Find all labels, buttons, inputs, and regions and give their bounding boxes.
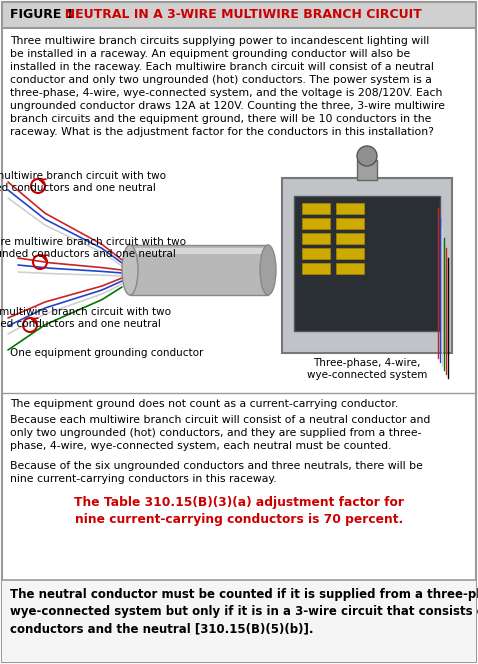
Text: The Table 310.15(B)(3)(a) adjustment factor for
nine current-carrying conductors: The Table 310.15(B)(3)(a) adjustment fac…: [74, 496, 404, 526]
FancyBboxPatch shape: [282, 178, 452, 353]
FancyBboxPatch shape: [2, 580, 476, 662]
FancyBboxPatch shape: [294, 196, 440, 331]
FancyBboxPatch shape: [302, 263, 330, 274]
FancyBboxPatch shape: [302, 203, 330, 214]
FancyBboxPatch shape: [336, 203, 364, 214]
Text: One 3-wire multiwire branch circuit with two
ungrounded conductors and one neutr: One 3-wire multiwire branch circuit with…: [0, 307, 171, 329]
Ellipse shape: [122, 245, 138, 295]
FancyBboxPatch shape: [130, 245, 268, 295]
Ellipse shape: [260, 245, 276, 295]
FancyBboxPatch shape: [302, 248, 330, 259]
FancyBboxPatch shape: [302, 218, 330, 229]
Text: The equipment ground does not count as a current-carrying conductor.: The equipment ground does not count as a…: [10, 399, 398, 409]
Circle shape: [357, 146, 377, 166]
FancyBboxPatch shape: [336, 218, 364, 229]
Text: Because each multiwire branch circuit will consist of a neutral conductor and
on: Because each multiwire branch circuit wi…: [10, 415, 430, 451]
Text: FIGURE 1: FIGURE 1: [10, 9, 75, 21]
FancyBboxPatch shape: [357, 160, 377, 180]
Text: NEUTRAL IN A 3-WIRE MULTIWIRE BRANCH CIRCUIT: NEUTRAL IN A 3-WIRE MULTIWIRE BRANCH CIR…: [56, 9, 422, 21]
FancyBboxPatch shape: [2, 2, 476, 28]
FancyBboxPatch shape: [336, 263, 364, 274]
Text: Three multiwire branch circuits supplying power to incandescent lighting will
be: Three multiwire branch circuits supplyin…: [10, 36, 445, 137]
FancyBboxPatch shape: [336, 233, 364, 244]
Text: Three-phase, 4-wire,
wye-connected system: Three-phase, 4-wire, wye-connected syste…: [307, 358, 427, 380]
Text: One equipment grounding conductor: One equipment grounding conductor: [10, 348, 203, 358]
Text: The neutral conductor must be counted if it is supplied from a three-phase, 4-wi: The neutral conductor must be counted if…: [10, 588, 478, 635]
Text: Because of the six ungrounded conductors and three neutrals, there will be
nine : Because of the six ungrounded conductors…: [10, 461, 423, 484]
FancyBboxPatch shape: [302, 233, 330, 244]
Text: One 3-wire multiwire branch circuit with two
ungrounded conductors and one neutr: One 3-wire multiwire branch circuit with…: [0, 171, 166, 193]
Text: One 3-wire multiwire branch circuit with two
ungrounded conductors and one neutr: One 3-wire multiwire branch circuit with…: [0, 237, 186, 258]
FancyBboxPatch shape: [132, 248, 266, 254]
FancyBboxPatch shape: [336, 248, 364, 259]
